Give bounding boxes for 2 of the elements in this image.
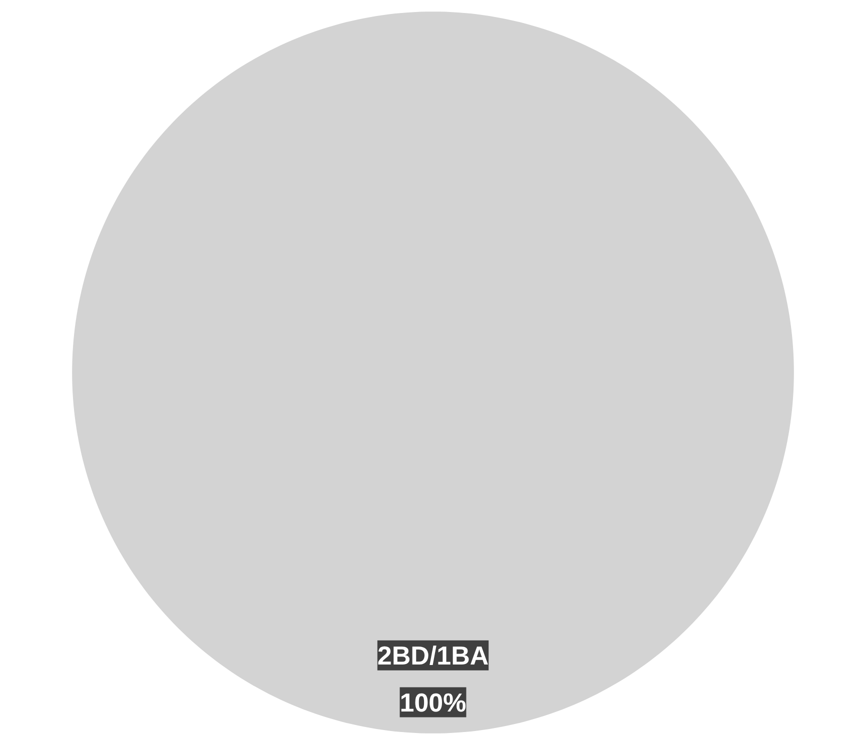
data-label: 100% [400, 687, 466, 718]
slice-label: 2BD/1BA [377, 640, 489, 670]
